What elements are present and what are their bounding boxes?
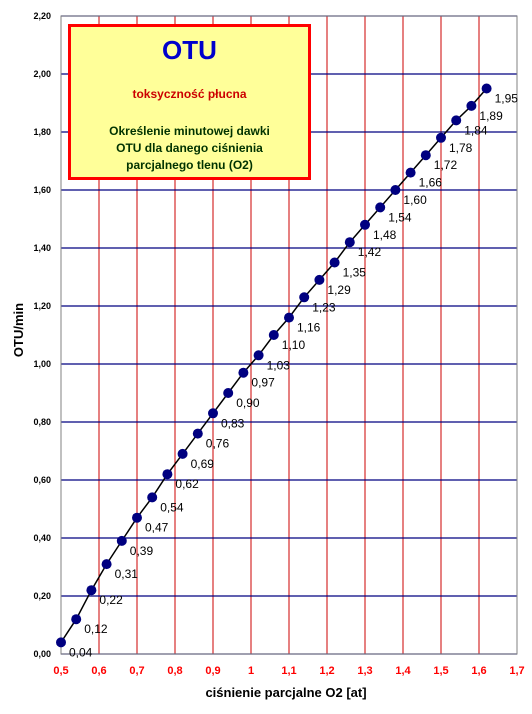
x-tick-label: 0,6 <box>91 665 106 677</box>
x-tick-label: 1,5 <box>433 665 448 677</box>
x-tick-label: 1,6 <box>471 665 486 677</box>
data-point <box>268 330 279 340</box>
series-markers <box>56 83 492 648</box>
data-label: 0,62 <box>175 477 199 491</box>
x-tick-labels: 0,5 0,6 0,7 0,8 0,9 1 1,1 1,2 1,3 1,4 1,5 1,6 1,7 <box>53 665 524 677</box>
data-label: 1,78 <box>449 141 473 155</box>
x-tick-label: 1,7 <box>509 665 524 677</box>
title-box: OTU toksyczność płucna Określenie minuto… <box>68 24 311 180</box>
data-label: 0,69 <box>191 457 215 471</box>
data-point <box>253 350 264 361</box>
data-label: 0,90 <box>236 396 260 410</box>
data-label: 1,29 <box>327 283 351 297</box>
data-label: 1,72 <box>434 158 458 172</box>
data-label: 1,66 <box>419 176 443 190</box>
data-label: 0,47 <box>145 521 169 535</box>
data-label: 1,03 <box>267 358 291 372</box>
data-label: 0,76 <box>206 437 230 451</box>
data-point <box>147 492 158 503</box>
plot-frame <box>60 15 518 655</box>
data-point <box>329 257 340 268</box>
x-tick-label: 0,9 <box>205 665 220 677</box>
data-label: 0,54 <box>160 500 184 514</box>
data-point <box>299 292 310 303</box>
data-point <box>71 614 82 625</box>
data-point <box>223 388 234 398</box>
chart-title: OTU <box>162 35 217 65</box>
data-label: 1,95 <box>495 92 519 106</box>
data-label: 0,12 <box>84 622 108 636</box>
data-point <box>192 428 203 439</box>
data-label: 0,97 <box>251 376 275 390</box>
x-tick-label: 1,4 <box>395 665 411 677</box>
chart-subtitle: toksyczność płucna <box>132 87 247 101</box>
x-tick-label: 0,7 <box>129 665 144 677</box>
data-point <box>360 219 370 230</box>
x-tick-label: 1,1 <box>281 665 296 677</box>
y-tick-label: 2,00 <box>33 69 51 79</box>
y-tick-labels: 0,00 0,20 0,40 0,60 0,80 1,00 1,20 1,40 1,60 1,80… <box>33 11 51 659</box>
data-point <box>101 559 112 570</box>
data-label: 0,83 <box>221 416 245 430</box>
x-tick-label: 1,3 <box>357 665 372 677</box>
y-axis-label: OTU/min <box>11 303 26 357</box>
data-label: 1,48 <box>373 228 397 242</box>
data-point <box>420 150 431 161</box>
data-label: 0,39 <box>130 544 154 558</box>
y-tick-label: 1,20 <box>33 301 51 311</box>
data-point <box>405 167 416 178</box>
data-label: 1,16 <box>297 321 321 335</box>
data-point <box>132 512 142 523</box>
data-point <box>86 585 97 596</box>
x-axis-label: ciśnienie parcjalne O2 [at] <box>205 685 366 700</box>
y-tick-label: 1,40 <box>33 243 51 253</box>
x-tick-label: 0,8 <box>167 665 182 677</box>
data-label: 1,23 <box>312 300 336 314</box>
y-tick-label: 0,80 <box>33 417 51 427</box>
data-point <box>238 367 249 378</box>
y-tick-label: 0,00 <box>33 649 51 659</box>
y-tick-label: 2,20 <box>33 11 51 21</box>
data-point <box>208 408 218 419</box>
data-point <box>390 185 401 195</box>
data-label: 0,31 <box>115 567 139 581</box>
data-label: 1,35 <box>343 266 367 280</box>
data-label: 1,89 <box>479 109 503 123</box>
data-label: 1,42 <box>358 245 382 259</box>
data-label: 0,22 <box>99 593 123 607</box>
y-tick-label: 1,80 <box>33 127 51 137</box>
data-label: 0,04 <box>69 645 93 659</box>
data-point <box>314 274 325 285</box>
data-label: 1,60 <box>403 193 427 207</box>
data-point <box>451 115 462 126</box>
data-point <box>466 100 477 111</box>
data-point <box>436 132 446 143</box>
x-tick-label: 1 <box>248 665 254 677</box>
data-point <box>284 312 294 323</box>
data-labels: 0,04 0,12 0,22 0,31 0,39 0,47 0,54 0,62 0,69 0,76… <box>69 92 518 660</box>
x-tick-label: 1,2 <box>319 665 334 677</box>
y-tick-label: 1,60 <box>33 185 51 195</box>
data-point <box>375 202 386 213</box>
x-tick-label: 0,5 <box>53 665 68 677</box>
data-point <box>116 535 127 546</box>
data-point <box>481 83 492 94</box>
data-point <box>56 637 66 648</box>
y-tick-label: 0,20 <box>33 591 51 601</box>
y-tick-label: 0,40 <box>33 533 51 543</box>
data-point <box>177 448 188 459</box>
data-point <box>162 469 173 480</box>
data-label: 1,54 <box>388 210 412 224</box>
chart-description: Określenie minutowej dawki OTU dla daneg… <box>109 124 270 172</box>
y-tick-label: 1,00 <box>33 359 51 369</box>
data-label: 1,84 <box>464 123 488 137</box>
data-point <box>344 237 355 248</box>
y-tick-label: 0,60 <box>33 475 51 485</box>
data-label: 1,10 <box>282 338 306 352</box>
